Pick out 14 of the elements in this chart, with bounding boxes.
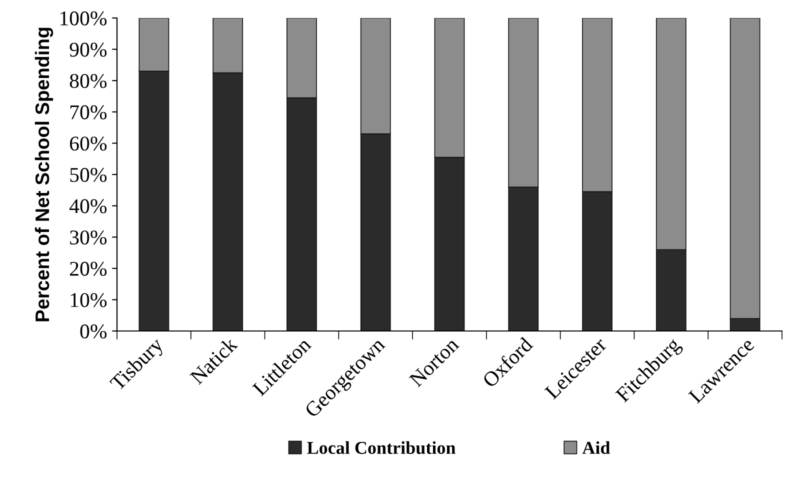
legend-label: Local Contribution: [307, 441, 456, 454]
y-tick-label: 0%: [80, 324, 107, 338]
y-tick-label: 90%: [70, 42, 107, 57]
y-tick-label: 10%: [70, 293, 107, 308]
legend-label: Aid: [582, 441, 610, 454]
y-axis-title: Percent of Net School Spending: [34, 28, 54, 322]
y-tick-label: 70%: [70, 105, 107, 120]
y-tick-label: 20%: [70, 262, 107, 276]
y-tick-label: 50%: [70, 168, 107, 182]
y-tick-label: 60%: [70, 136, 107, 151]
y-tick-label: 80%: [70, 74, 107, 88]
y-tick-label: 40%: [70, 199, 107, 214]
y-tick-label: 30%: [70, 230, 107, 245]
y-tick-label: 100%: [60, 11, 107, 26]
